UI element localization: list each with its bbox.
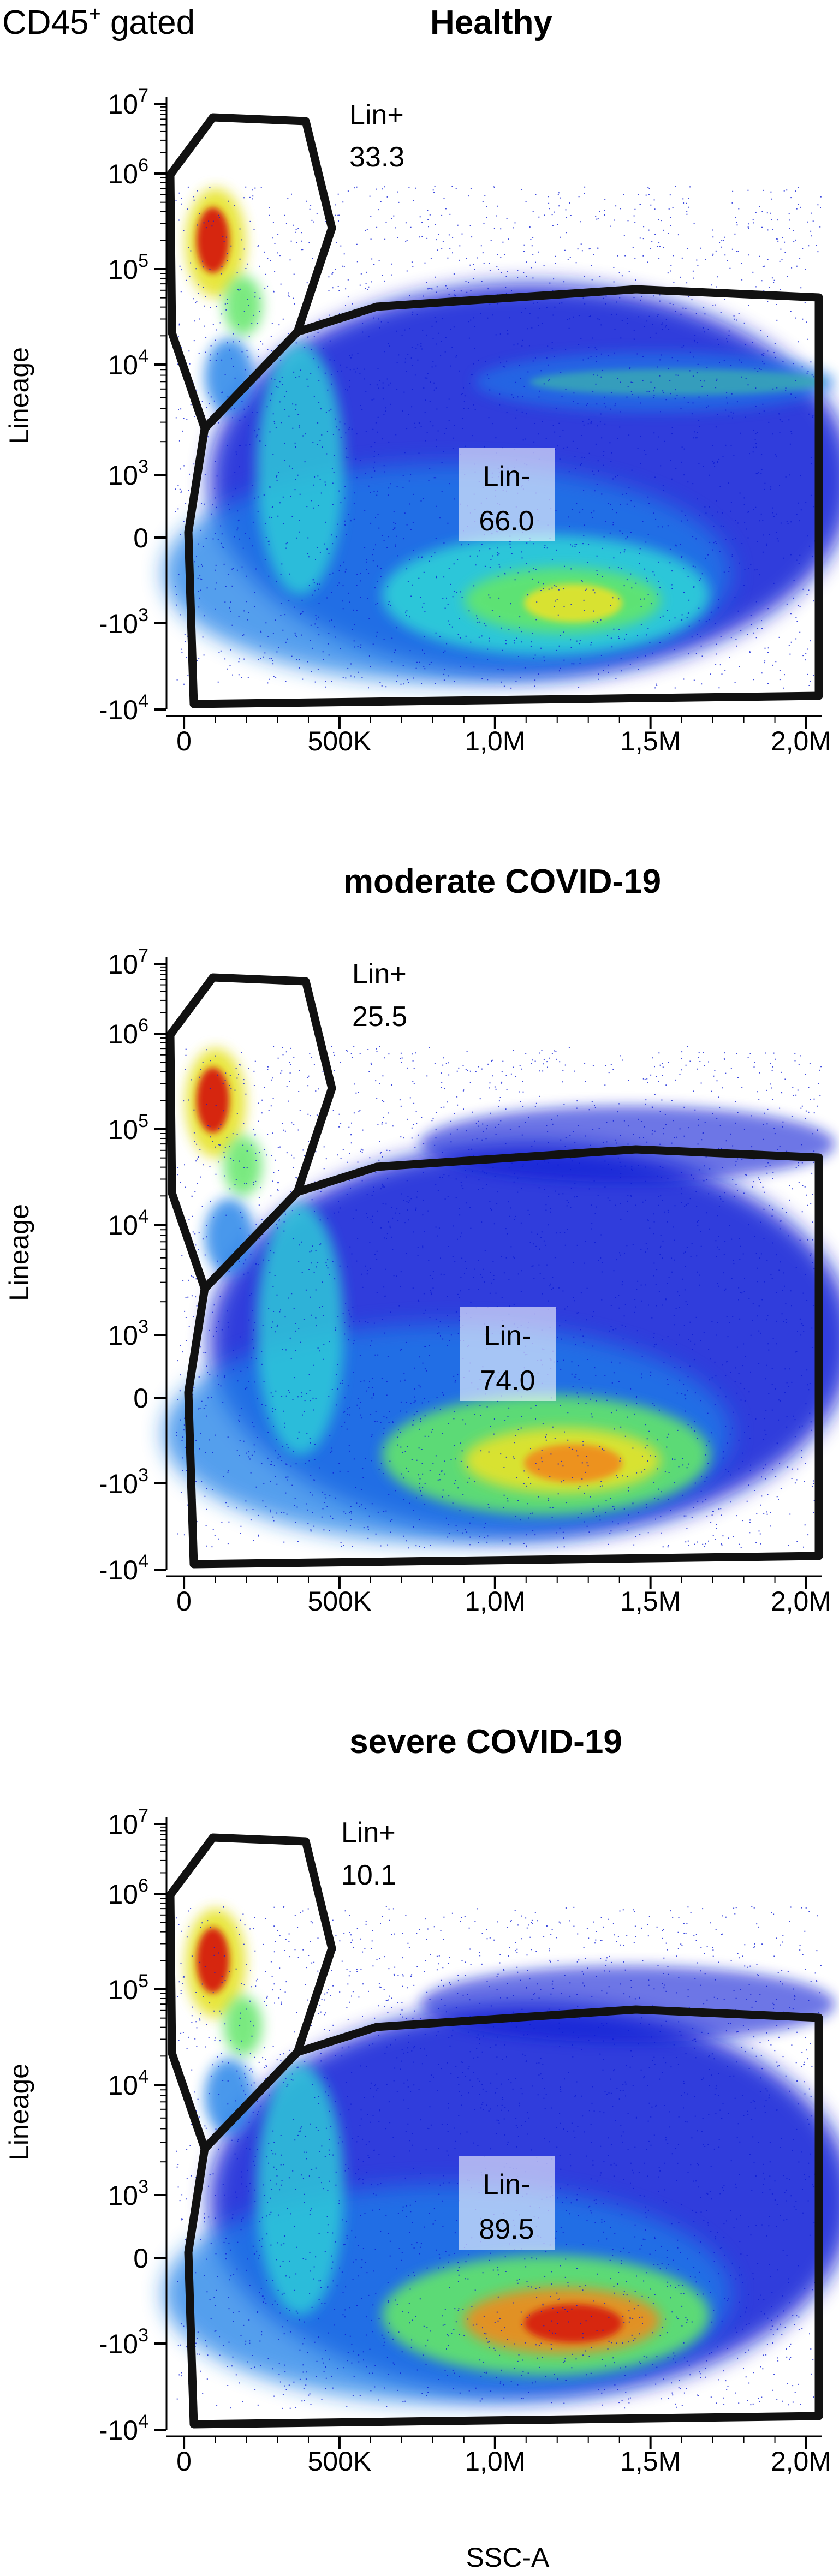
corner-label: CD45+ gated bbox=[2, 3, 195, 41]
y-tick-label: 104 bbox=[108, 1206, 148, 1241]
y-tick-label: 0 bbox=[133, 1383, 148, 1414]
gate-lin-plus-name: Lin+ bbox=[352, 958, 407, 990]
x-tick-label: 1,5M bbox=[620, 2446, 681, 2477]
gate-lin-plus-name: Lin+ bbox=[341, 1817, 396, 1848]
x-tick-label: 500K bbox=[308, 1586, 372, 1617]
y-tick-label: -103 bbox=[99, 605, 148, 639]
gate-lin-minus-name: Lin- bbox=[483, 461, 531, 492]
y-tick-label: -103 bbox=[99, 1465, 148, 1499]
x-tick-label: 500K bbox=[308, 726, 372, 756]
gates-layer bbox=[166, 973, 823, 1569]
density-blob bbox=[197, 1928, 229, 1993]
x-tick-label: 1,5M bbox=[620, 1586, 681, 1617]
y-tick-label: 104 bbox=[108, 2066, 148, 2101]
y-tick-label: 105 bbox=[108, 1111, 148, 1145]
density-blob bbox=[224, 1996, 262, 2056]
panel-title: Healthy bbox=[430, 4, 552, 41]
gate-lin-plus bbox=[166, 973, 336, 1293]
y-tick-label: 103 bbox=[108, 2177, 148, 2211]
density-blob bbox=[224, 276, 262, 336]
y-tick-label: 107 bbox=[108, 1805, 148, 1840]
panel-severe-covid: severe COVID-19 -104 -103 0 103 104 105 106 107… bbox=[4, 1723, 839, 2477]
gate-lin-minus bbox=[184, 2005, 823, 2429]
gate-lin-plus bbox=[166, 1833, 336, 2153]
x-tick-label: 2,0M bbox=[771, 1586, 831, 1617]
y-tick-label: 106 bbox=[108, 155, 148, 189]
x-tick-label: 2,0M bbox=[771, 726, 831, 756]
y-tick-label: 0 bbox=[133, 523, 148, 553]
x-tick-label: 1,0M bbox=[465, 1586, 525, 1617]
gate-lin-minus-percent: 74.0 bbox=[480, 1365, 535, 1397]
density-blob bbox=[257, 2064, 344, 2315]
density-blob bbox=[197, 1068, 229, 1133]
y-tick-label: -104 bbox=[99, 1551, 148, 1585]
y-tick-label: 0 bbox=[133, 2243, 148, 2274]
x-axis: 0 500K 1,0M 1,5M 2,0M bbox=[176, 1576, 831, 1617]
density-blob bbox=[257, 1204, 344, 1455]
x-axis: 0 500K 1,0M 1,5M 2,0M bbox=[176, 2436, 831, 2477]
x-tick-label: 1,0M bbox=[465, 2446, 525, 2477]
gate-lin-plus-percent: 25.5 bbox=[352, 1001, 407, 1033]
y-tick-label: 104 bbox=[108, 346, 148, 380]
y-axis: -104 -103 0 103 104 105 106 107 bbox=[99, 945, 166, 1585]
gates-layer bbox=[166, 1833, 823, 2429]
gate-lin-plus bbox=[166, 113, 336, 433]
gate-lin-minus-name: Lin- bbox=[484, 1320, 532, 1352]
density-blob bbox=[420, 1966, 835, 2042]
y-tick-label: 106 bbox=[108, 1875, 148, 1910]
gate-lin-plus-percent: 10.1 bbox=[341, 1859, 396, 1891]
gate-lin-minus-percent: 89.5 bbox=[479, 2214, 534, 2245]
panel-title: moderate COVID-19 bbox=[343, 863, 661, 901]
y-tick-label: 107 bbox=[108, 85, 148, 120]
y-tick-label: 105 bbox=[108, 251, 148, 285]
y-axis-label: Lineage bbox=[4, 2064, 34, 2161]
density-blob bbox=[524, 2304, 622, 2342]
y-tick-label: 107 bbox=[108, 945, 148, 980]
x-axis: 0 500K 1,0M 1,5M 2,0M bbox=[176, 716, 831, 756]
y-tick-label: -104 bbox=[99, 691, 148, 725]
density-blob bbox=[524, 1444, 622, 1482]
y-tick-label: 106 bbox=[108, 1015, 148, 1050]
density-blob bbox=[257, 344, 344, 595]
event-dots bbox=[176, 1906, 823, 2409]
x-tick-label: 0 bbox=[176, 726, 192, 756]
gate-lin-minus-label-bg bbox=[460, 1307, 556, 1401]
gates-layer bbox=[166, 113, 823, 708]
density-blob bbox=[224, 1136, 262, 1196]
gate-lin-minus bbox=[184, 1145, 823, 1569]
gate-lin-minus-percent: 66.0 bbox=[479, 505, 534, 537]
y-axis-label: Lineage bbox=[4, 347, 34, 444]
x-tick-label: 0 bbox=[176, 2446, 192, 2477]
gate-lin-minus bbox=[184, 285, 823, 708]
y-tick-label: -103 bbox=[99, 2325, 148, 2359]
y-tick-label: 103 bbox=[108, 456, 148, 491]
y-axis: -104 -103 0 103 104 105 106 107 bbox=[99, 1805, 166, 2446]
density-layer bbox=[164, 1906, 839, 2409]
y-axis: -104 -103 0 103 104 105 106 107 bbox=[99, 85, 166, 725]
panel-title: severe COVID-19 bbox=[349, 1723, 622, 1761]
density-layer bbox=[164, 1046, 839, 1549]
density-blob bbox=[524, 584, 622, 622]
gate-lin-plus-percent: 33.3 bbox=[349, 141, 404, 173]
gate-lin-minus-label-bg bbox=[459, 2156, 555, 2250]
y-axis-label: Lineage bbox=[4, 1204, 34, 1301]
panel-moderate-covid: moderate COVID-19 -104 -103 0 103 104 105 106 1… bbox=[4, 863, 839, 1617]
y-tick-label: 103 bbox=[108, 1316, 148, 1351]
y-tick-label: 105 bbox=[108, 1971, 148, 2005]
x-axis-label: SSC-A bbox=[466, 2542, 550, 2573]
x-tick-label: 2,0M bbox=[771, 2446, 831, 2477]
gate-lin-minus-label-bg bbox=[459, 448, 555, 541]
x-tick-label: 1,5M bbox=[620, 726, 681, 756]
gate-lin-plus-name: Lin+ bbox=[349, 99, 404, 131]
x-tick-label: 1,0M bbox=[465, 726, 525, 756]
gate-lin-minus-name: Lin- bbox=[483, 2169, 531, 2201]
x-tick-label: 500K bbox=[308, 2446, 372, 2477]
density-blob bbox=[475, 352, 835, 412]
y-tick-label: -104 bbox=[99, 2411, 148, 2446]
panel-healthy: Healthy -104 -103 0 103 104 105 106 107 0 500K 1,… bbox=[4, 4, 839, 756]
density-layer bbox=[164, 186, 839, 689]
x-tick-label: 0 bbox=[176, 1586, 192, 1617]
density-blob bbox=[197, 207, 229, 273]
